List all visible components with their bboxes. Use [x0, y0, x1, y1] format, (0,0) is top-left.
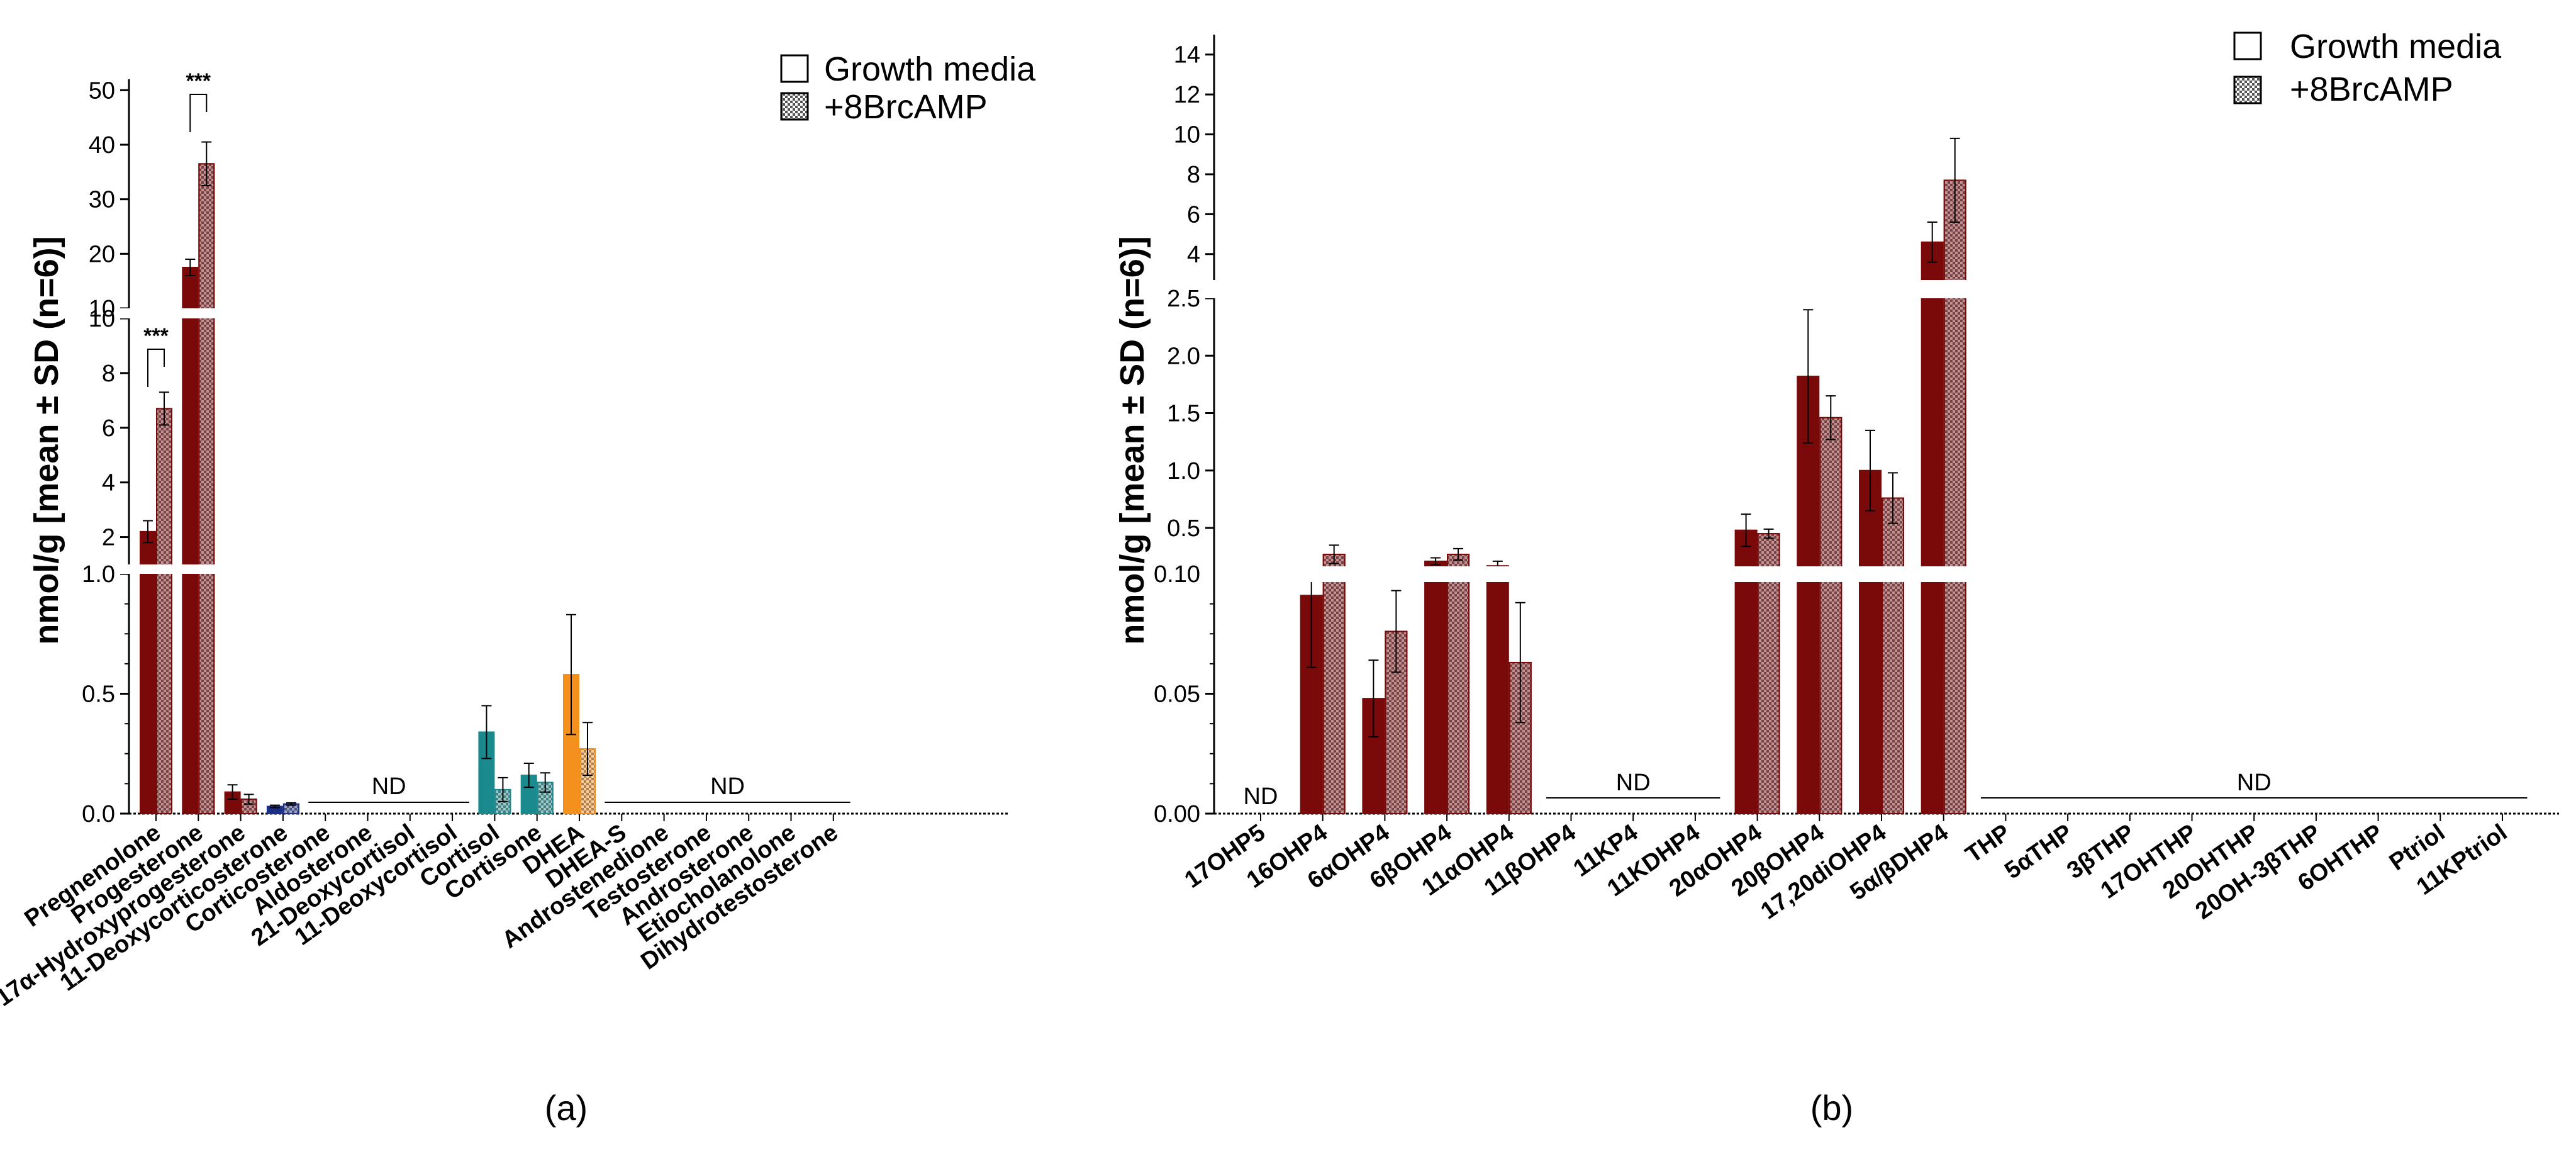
- legend-b-swatch-camp: [2233, 76, 2262, 104]
- ylabel-b: nmol/g [mean ± SD (n=6)]: [1113, 236, 1151, 644]
- axis-break: [116, 564, 1010, 574]
- legend-b-label-camp: +8BrcAMP: [2290, 70, 2453, 108]
- y-tick-label: 2.0: [1167, 343, 1200, 369]
- panel-label-b: (b): [1810, 1088, 1853, 1128]
- y-tick-label: 2: [102, 525, 115, 551]
- nd-label: ND: [710, 773, 745, 800]
- axis-break: [116, 308, 1010, 318]
- y-tick-label: 8: [102, 361, 115, 387]
- bar: [1819, 417, 1843, 814]
- y-tick-label: 20: [89, 241, 115, 267]
- y-tick-label: 0.05: [1154, 681, 1200, 708]
- bar: [1486, 565, 1509, 814]
- nd-label: ND: [372, 773, 406, 800]
- legend-b-swatch-growth: [2233, 31, 2262, 60]
- y-tick-label: 10: [1174, 122, 1200, 149]
- bar: [1921, 241, 1944, 814]
- y-tick-label: 10: [89, 306, 115, 332]
- legend-a-label-growth: Growth media: [824, 50, 1036, 88]
- bar: [140, 530, 156, 814]
- plot-a: 0.00.51.02468101020304050PregnenolonePro…: [0, 69, 1010, 1012]
- bar-tint: [198, 163, 215, 814]
- legend-b-label-growth: Growth media: [2290, 28, 2502, 65]
- y-tick-label: 6: [1187, 201, 1200, 228]
- y-tick-label: 0.5: [1167, 515, 1200, 542]
- y-tick-label: 50: [89, 77, 115, 104]
- y-tick-label: 2.5: [1167, 286, 1200, 312]
- y-tick-label: 0.10: [1154, 561, 1200, 588]
- y-tick-label: 30: [89, 187, 115, 213]
- y-tick-label: 0.0: [82, 801, 115, 827]
- y-tick-label: 1.0: [1167, 458, 1200, 485]
- significance-label: ***: [143, 324, 169, 348]
- y-tick-label: 8: [1187, 162, 1200, 188]
- y-tick-label: 1.5: [1167, 401, 1200, 427]
- bar: [1859, 469, 1882, 814]
- bar-tint: [156, 408, 172, 814]
- y-tick-label: 14: [1174, 42, 1200, 69]
- bar-tint: [1447, 553, 1470, 814]
- plot-b: 0.000.050.100.51.01.52.02.546810121417OH…: [1154, 35, 2559, 925]
- y-tick-label: 10: [89, 296, 115, 322]
- legend-b: Growth media +8BrcAMP: [2233, 28, 2502, 108]
- y-tick-label: 1.0: [82, 561, 115, 588]
- legend-a-swatch-camp: [780, 92, 809, 121]
- bar-tint: [1943, 179, 1966, 814]
- category-label: 5αTHP: [2000, 819, 2077, 885]
- significance-bracket: [189, 94, 208, 132]
- bar-tint: [1322, 553, 1346, 814]
- legend-a: Growth media +8BrcAMP: [780, 50, 1036, 126]
- axis-break: [1202, 280, 2559, 298]
- axis-break: [1202, 566, 2559, 582]
- y-tick-label: 4: [102, 470, 115, 496]
- bar: [182, 267, 199, 814]
- bar: [1424, 560, 1447, 814]
- y-tick-label: 4: [1187, 242, 1200, 268]
- bar-tint: [1819, 417, 1843, 814]
- bar-tint: [1882, 497, 1904, 814]
- bar: [1797, 376, 1820, 814]
- y-tick-label: 6: [102, 415, 115, 442]
- nd-label: ND: [2237, 770, 2272, 796]
- ylabel-a: nmol/g [mean ± SD (n=6)]: [28, 236, 65, 644]
- legend-a-swatch-growth: [780, 54, 809, 83]
- panel-label-a: (a): [545, 1088, 588, 1128]
- y-tick-label: 0.00: [1154, 801, 1200, 827]
- significance-bracket: [147, 349, 165, 387]
- nd-label: ND: [1616, 770, 1651, 796]
- legend-a-label-camp: +8BrcAMP: [824, 88, 988, 126]
- y-tick-label: 40: [89, 132, 115, 159]
- y-tick-label: 12: [1174, 82, 1200, 108]
- y-tick-label: 0.5: [82, 681, 115, 708]
- significance-label: ***: [186, 69, 211, 93]
- nd-label: ND: [1244, 783, 1278, 810]
